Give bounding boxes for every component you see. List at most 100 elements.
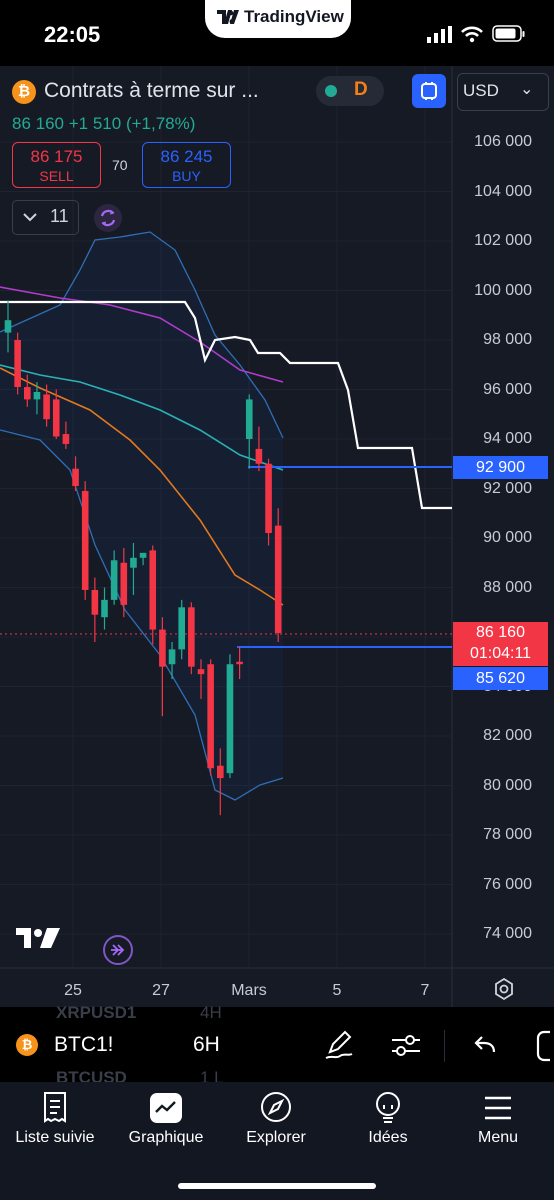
price-change: +1 510 xyxy=(68,114,122,133)
price-change-percent: (+1,78%) xyxy=(125,114,196,133)
cellular-signal-icon xyxy=(427,26,452,43)
price-axis-label: 80 000 xyxy=(483,776,532,794)
scroll-ghost-symbol: XRPUSD1 xyxy=(56,1003,137,1022)
ma-purple xyxy=(0,286,284,383)
candle-body xyxy=(24,387,31,400)
candle-body xyxy=(255,448,263,464)
price-axis-label: 106 000 xyxy=(474,133,532,150)
tradingview-logo-icon[interactable] xyxy=(16,926,62,950)
current-price-tag: 86 160 01:04:11 xyxy=(453,622,548,666)
price-axis-label: 74 000 xyxy=(483,925,532,942)
undo-icon[interactable] xyxy=(472,1032,500,1058)
symbol-title[interactable]: Contrats à terme sur ... xyxy=(44,79,259,102)
chevron-down-icon xyxy=(23,213,37,222)
session-badge: D xyxy=(354,79,368,100)
watchlist-icon[interactable] xyxy=(40,1091,70,1123)
price-axis-label: 88 000 xyxy=(483,578,532,596)
refresh-icon xyxy=(100,209,116,227)
candle-body xyxy=(72,468,79,487)
refresh-button[interactable] xyxy=(94,204,122,232)
scroll-ghost-interval: 4H xyxy=(200,1003,222,1022)
price-axis-label: 104 000 xyxy=(474,182,532,200)
price-chart[interactable] xyxy=(0,0,554,1007)
price-axis-label: 76 000 xyxy=(483,875,532,893)
candle-body xyxy=(139,552,147,558)
candle-body xyxy=(226,664,234,774)
battery-icon xyxy=(492,25,525,42)
sell-price: 86 175 xyxy=(30,147,83,166)
currency-select[interactable] xyxy=(457,73,549,111)
bottom-nav xyxy=(0,1082,554,1200)
nav-chart[interactable]: Graphique xyxy=(128,1129,204,1146)
time-axis-label: 5 xyxy=(332,982,342,999)
candle-body xyxy=(110,560,118,600)
price-axis-label: 82 000 xyxy=(483,727,532,744)
nav-explore[interactable]: Explorer xyxy=(246,1129,306,1146)
candle-body xyxy=(274,525,282,634)
compass-icon[interactable] xyxy=(260,1091,292,1123)
interval-button[interactable]: 6H xyxy=(193,1033,220,1056)
layout-button[interactable] xyxy=(412,74,446,108)
candle-body xyxy=(4,320,12,333)
candle-body xyxy=(178,607,185,650)
price-axis-label: 96 000 xyxy=(483,380,532,398)
home-indicator xyxy=(178,1183,376,1189)
candle-body xyxy=(81,490,89,590)
ichimoku-base-line xyxy=(0,300,452,510)
candle-body xyxy=(217,765,224,779)
buy-price: 86 245 xyxy=(160,147,213,166)
candle-body xyxy=(33,391,41,400)
lower-line-price-tag[interactable]: 85 620 xyxy=(453,667,548,690)
spread-value: 70 xyxy=(112,157,128,173)
menu-hamburger-icon[interactable] xyxy=(484,1096,512,1120)
lightbulb-icon[interactable] xyxy=(372,1091,404,1125)
nav-ideas[interactable]: Idées xyxy=(368,1129,408,1146)
indicators-sliders-icon[interactable] xyxy=(390,1030,422,1060)
candle-body xyxy=(265,463,272,534)
replay-button[interactable] xyxy=(103,935,133,965)
price-axis-label: 94 000 xyxy=(483,430,532,447)
candle-body xyxy=(14,340,21,388)
price-axis-label: 100 000 xyxy=(474,281,532,299)
toolbar-divider xyxy=(444,1030,445,1062)
buy-label: BUY xyxy=(172,168,201,184)
currency-value: USD xyxy=(463,81,499,100)
bollinger-bands xyxy=(0,231,284,801)
nav-watchlist[interactable]: Liste suivie xyxy=(15,1129,95,1146)
fullscreen-icon[interactable] xyxy=(536,1030,554,1062)
candle-body xyxy=(188,607,195,667)
candlesticks xyxy=(4,300,282,816)
chart-toolbar xyxy=(0,1007,554,1082)
time-axis-label: Mars xyxy=(231,982,267,999)
candle-body xyxy=(62,434,70,444)
tradingview-logo-icon xyxy=(217,10,239,24)
chevron-down-icon: ⌄ xyxy=(520,81,534,98)
candle-body xyxy=(91,589,99,615)
layout-icon xyxy=(421,82,437,100)
candle-body xyxy=(197,669,205,675)
candle-body xyxy=(130,557,137,568)
sell-label: SELL xyxy=(39,168,74,184)
indicator-count: 11 xyxy=(50,206,69,226)
time-axis-label: 27 xyxy=(152,982,170,999)
buy-button[interactable]: 86 245 BUY xyxy=(142,142,231,188)
ma-teal xyxy=(0,364,284,471)
draw-pen-icon[interactable] xyxy=(322,1028,356,1062)
chart-tab-highlight xyxy=(150,1093,182,1123)
price-axis-label: 92 000 xyxy=(483,479,532,497)
candle-body xyxy=(149,550,157,630)
time-axis-label: 7 xyxy=(420,982,430,999)
settings-gear-icon[interactable] xyxy=(492,977,516,1001)
candle-body xyxy=(159,629,166,667)
symbol-search-button[interactable]: BTC1! xyxy=(54,1033,114,1056)
nav-menu[interactable]: Menu xyxy=(477,1129,519,1146)
upper-line-price-tag[interactable]: 92 900 xyxy=(453,456,548,479)
bollinger-fill xyxy=(0,232,283,800)
bar-countdown: 01:04:11 xyxy=(469,645,532,662)
sell-button[interactable]: 86 175 SELL xyxy=(12,142,101,188)
market-open-dot-icon xyxy=(325,85,337,97)
price-axis-label: 90 000 xyxy=(483,529,532,546)
candle-body xyxy=(101,599,108,618)
app-banner-label: TradingView xyxy=(244,7,344,26)
indicators-toggle[interactable] xyxy=(12,200,79,235)
